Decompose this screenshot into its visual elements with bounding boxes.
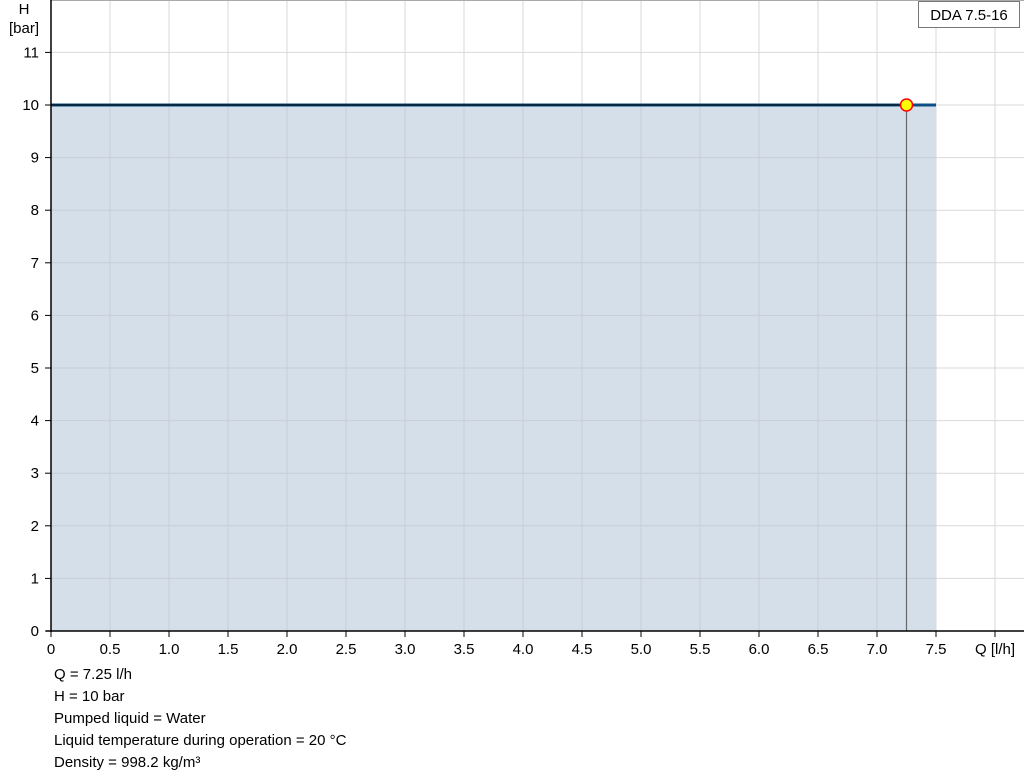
legend-box: DDA 7.5-16 xyxy=(918,1,1020,28)
y-tick-label: 4 xyxy=(31,413,39,430)
x-tick-label: 3.5 xyxy=(454,641,475,658)
y-tick-label: 10 xyxy=(22,97,39,114)
y-tick-label: 9 xyxy=(31,150,39,167)
x-tick-label: 1.5 xyxy=(218,641,239,658)
info-flow: Q = 7.25 l/h xyxy=(54,666,132,683)
y-axis-label-line2: [bar] xyxy=(9,20,39,37)
x-tick-label: 4.0 xyxy=(513,641,534,658)
info-density: Density = 998.2 kg/m³ xyxy=(54,754,201,771)
y-tick-label: 7 xyxy=(31,255,39,272)
x-tick-label: 0 xyxy=(47,641,55,658)
duty-point-marker xyxy=(899,98,914,112)
x-axis-label: Q [l/h] xyxy=(975,641,1015,658)
y-tick-label: 6 xyxy=(31,307,39,324)
x-tick-label: 7.5 xyxy=(926,641,947,658)
x-tick-label: 2.5 xyxy=(336,641,357,658)
x-tick-label: 4.5 xyxy=(572,641,593,658)
x-tick-label: 5.0 xyxy=(631,641,652,658)
x-tick-label: 7.0 xyxy=(867,641,888,658)
pump-curve-chart: 0 0.5 1.0 1.5 2.0 2.5 3.0 3.5 4.0 4.5 5.0 5.5 6.0 6.5… xyxy=(9,0,1024,658)
y-axis-label-line1: H xyxy=(19,1,30,18)
x-tick-label: 0.5 xyxy=(100,641,121,658)
info-head: H = 10 bar xyxy=(54,688,125,705)
y-tick-label: 0 xyxy=(31,623,39,640)
y-tick-label: 5 xyxy=(31,360,39,377)
y-tick-label: 2 xyxy=(31,518,39,535)
info-liquid: Pumped liquid = Water xyxy=(54,710,206,727)
x-tick-label: 6.0 xyxy=(749,641,770,658)
y-tick-label: 3 xyxy=(31,465,39,482)
y-tick-label: 1 xyxy=(31,570,39,587)
y-tick-label: 8 xyxy=(31,202,39,219)
x-tick-label: 3.0 xyxy=(395,641,416,658)
x-tick-label: 5.5 xyxy=(690,641,711,658)
x-tick-label: 6.5 xyxy=(808,641,829,658)
duty-point-info: Q = 7.25 l/h H = 10 bar Pumped liquid = … xyxy=(54,664,346,774)
x-tick-label: 1.0 xyxy=(159,641,180,658)
info-temperature: Liquid temperature during operation = 20… xyxy=(54,732,347,749)
y-tick-label: 11 xyxy=(23,44,39,61)
x-tick-label: 2.0 xyxy=(277,641,298,658)
